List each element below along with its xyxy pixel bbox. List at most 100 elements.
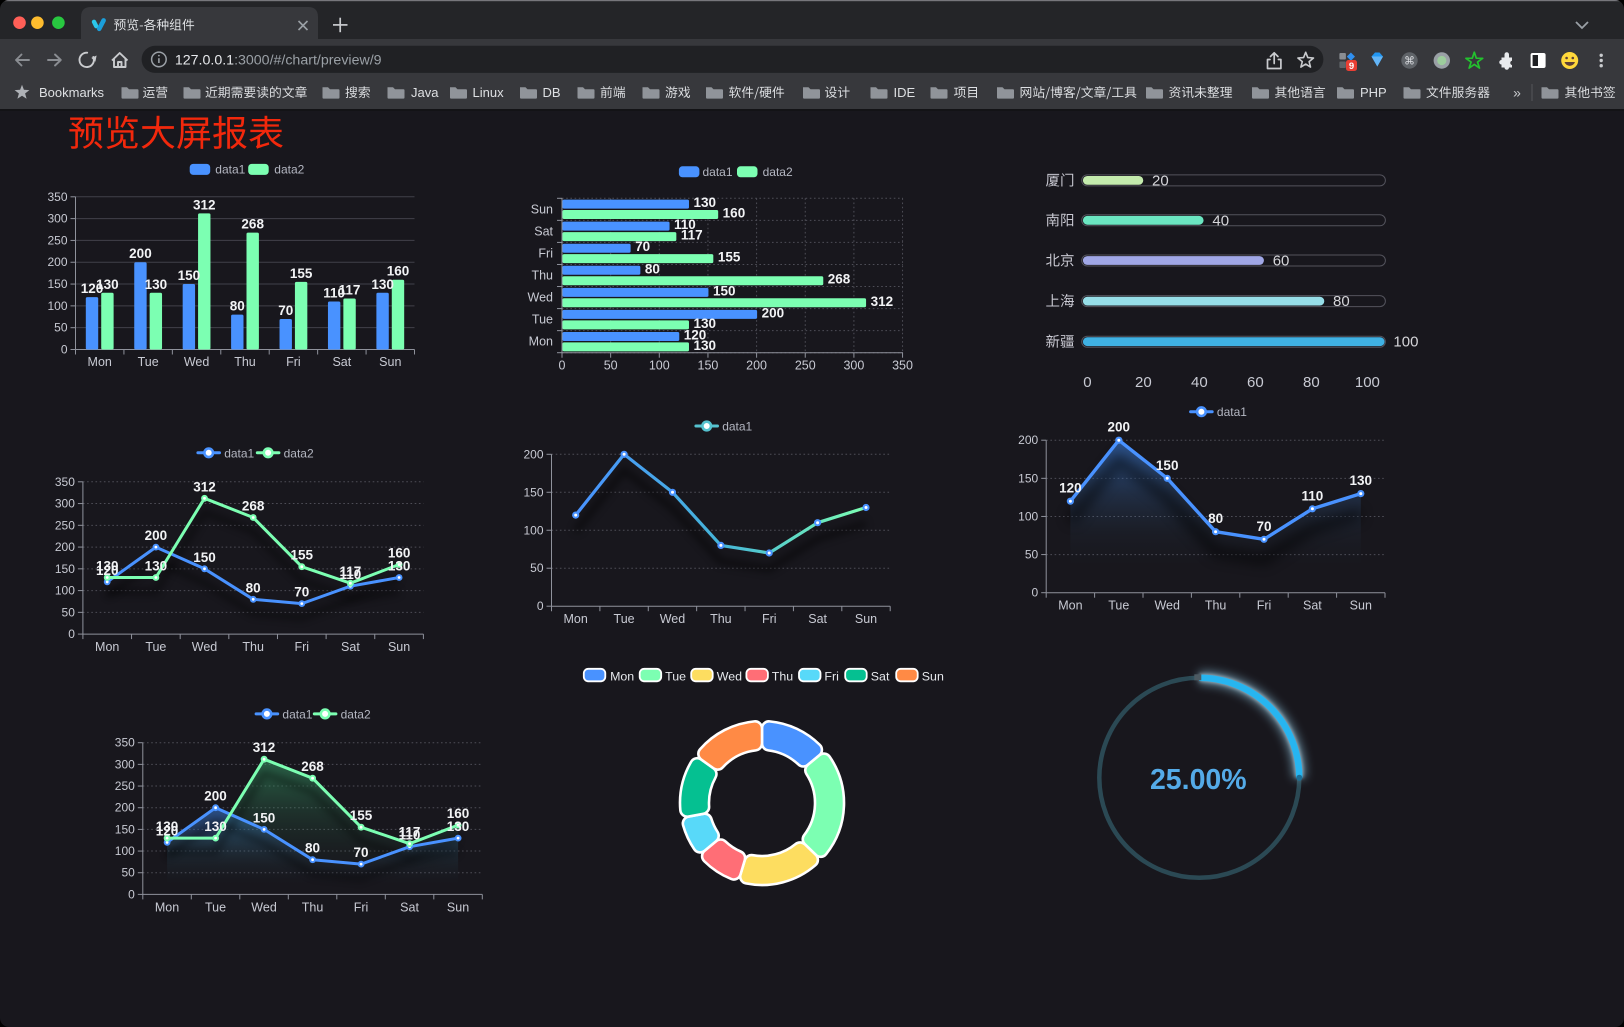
svg-text:Fri: Fri [538, 246, 553, 260]
svg-text:300: 300 [47, 212, 67, 226]
svg-text:130: 130 [96, 559, 119, 574]
svg-text:200: 200 [145, 528, 168, 543]
svg-text:268: 268 [242, 498, 265, 513]
svg-text:117: 117 [339, 282, 361, 297]
svg-text:100: 100 [47, 299, 67, 313]
svg-text:160: 160 [447, 806, 470, 821]
svg-text:150: 150 [1156, 458, 1179, 473]
svg-text:80: 80 [305, 841, 320, 856]
svg-text:»: » [1513, 85, 1521, 101]
svg-text:Mon: Mon [610, 670, 634, 684]
svg-text:0: 0 [537, 599, 544, 613]
svg-text:312: 312 [193, 479, 216, 494]
svg-text:160: 160 [388, 545, 411, 560]
svg-text:100: 100 [1018, 509, 1038, 523]
svg-text:150: 150 [193, 550, 216, 565]
svg-text:Sun: Sun [855, 612, 877, 626]
svg-text:20: 20 [1152, 172, 1169, 189]
svg-text:312: 312 [193, 197, 216, 212]
svg-text:200: 200 [47, 255, 67, 269]
svg-text:300: 300 [115, 757, 135, 771]
svg-text:268: 268 [828, 272, 851, 287]
svg-text:data1: data1 [722, 420, 752, 434]
svg-text:100: 100 [115, 844, 135, 858]
svg-text:100: 100 [1393, 334, 1418, 351]
svg-text:Fri: Fri [824, 670, 838, 684]
svg-text:Sat: Sat [1303, 599, 1322, 613]
svg-text:150: 150 [698, 359, 719, 373]
svg-text:Sat: Sat [332, 355, 351, 369]
svg-text:Sun: Sun [388, 640, 410, 654]
svg-text:data2: data2 [763, 165, 793, 179]
svg-text:Thu: Thu [710, 612, 732, 626]
svg-text:150: 150 [523, 485, 543, 499]
svg-text:Thu: Thu [772, 670, 793, 684]
svg-text:350: 350 [115, 736, 135, 750]
svg-text:80: 80 [1303, 374, 1320, 391]
svg-text:Wed: Wed [1154, 599, 1180, 613]
svg-text:50: 50 [1025, 548, 1039, 562]
svg-text:80: 80 [230, 299, 245, 314]
svg-text:Bookmarks: Bookmarks [39, 85, 105, 100]
svg-text:150: 150 [178, 268, 201, 283]
svg-text:117: 117 [340, 564, 362, 579]
svg-text:Fri: Fri [286, 355, 301, 369]
svg-text:70: 70 [278, 303, 293, 318]
svg-text:130: 130 [693, 338, 716, 353]
svg-text:350: 350 [55, 475, 75, 489]
svg-text:40: 40 [1191, 374, 1208, 391]
svg-text:0: 0 [1032, 586, 1039, 600]
svg-text:120: 120 [1059, 481, 1082, 496]
svg-text:Sat: Sat [808, 612, 827, 626]
svg-text:Tue: Tue [532, 313, 553, 327]
svg-text:150: 150 [115, 822, 135, 836]
svg-text:50: 50 [62, 605, 76, 619]
svg-text:110: 110 [674, 217, 696, 232]
svg-text:IDE: IDE [894, 85, 916, 100]
svg-text:268: 268 [241, 217, 264, 232]
svg-text:60: 60 [1247, 374, 1264, 391]
svg-text:Tue: Tue [145, 640, 166, 654]
svg-text:0: 0 [128, 887, 135, 901]
svg-text:Mon: Mon [529, 335, 553, 349]
svg-text:PHP: PHP [1360, 85, 1387, 100]
svg-text:130: 130 [145, 277, 168, 292]
svg-text:200: 200 [129, 246, 152, 261]
svg-text:Tue: Tue [138, 355, 159, 369]
svg-text:Tue: Tue [205, 900, 226, 914]
svg-text:Mon: Mon [88, 355, 112, 369]
svg-text:Fri: Fri [762, 612, 777, 626]
svg-text:200: 200 [55, 540, 75, 554]
svg-text:200: 200 [746, 359, 767, 373]
svg-text:250: 250 [795, 359, 816, 373]
svg-text:Mon: Mon [564, 612, 588, 626]
svg-text:250: 250 [47, 233, 67, 247]
svg-text:150: 150 [1018, 471, 1038, 485]
svg-text:155: 155 [350, 808, 373, 823]
svg-text:200: 200 [115, 801, 135, 815]
svg-text:⌘: ⌘ [1404, 56, 1415, 68]
svg-text:268: 268 [301, 759, 324, 774]
svg-text:100: 100 [55, 584, 75, 598]
svg-text:200: 200 [523, 447, 543, 461]
svg-text:200: 200 [1018, 433, 1038, 447]
svg-text:Wed: Wed [717, 670, 742, 684]
svg-text:100: 100 [649, 359, 670, 373]
svg-text:155: 155 [718, 250, 741, 265]
svg-text:110: 110 [323, 286, 345, 301]
svg-text:Sat: Sat [871, 670, 890, 684]
svg-text:70: 70 [354, 845, 369, 860]
svg-text:50: 50 [530, 561, 544, 575]
svg-text:Tue: Tue [614, 612, 635, 626]
svg-text:120: 120 [96, 563, 119, 578]
svg-text:20: 20 [1135, 374, 1152, 391]
svg-text:80: 80 [246, 580, 261, 595]
svg-text:80: 80 [645, 261, 660, 276]
svg-text:0: 0 [61, 343, 68, 357]
svg-text:25.00%: 25.00% [1150, 764, 1247, 796]
svg-text:data2: data2 [284, 446, 314, 460]
svg-text:Thu: Thu [242, 640, 264, 654]
svg-text:data1: data1 [215, 163, 245, 177]
svg-text:110: 110 [399, 828, 421, 843]
svg-text:Tue: Tue [1108, 599, 1129, 613]
